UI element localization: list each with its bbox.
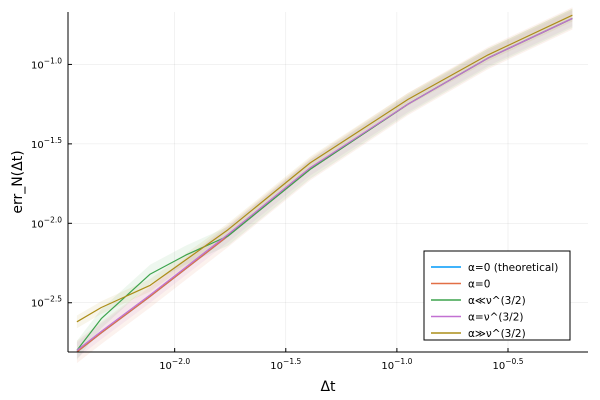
legend-label-4: α≫ν^(3/2)	[468, 328, 526, 340]
y-tick-label: 10−2.0	[31, 215, 62, 230]
x-tick-label: 10−2.0	[159, 357, 190, 372]
legend-box	[423, 250, 571, 341]
series-line-3	[76, 17, 573, 351]
series-lines	[76, 14, 573, 353]
series-band-2	[76, 8, 573, 360]
x-axis-label: Δt	[320, 379, 336, 395]
series-line-4	[76, 14, 573, 323]
x-tick-label: 10−1.0	[381, 357, 412, 372]
x-tick-label: 10−1.5	[270, 357, 301, 372]
y-axis-label: err_N(Δt)	[10, 150, 26, 213]
tick-labels: 10−2.0 10−1.5 10−1.0 10−0.5 10−1.0 10−1.5 10−2…	[31, 56, 524, 372]
series-band-1	[76, 7, 573, 364]
y-tick-label: 10−1.5	[31, 136, 62, 151]
x-tick-label: 10−0.5	[493, 357, 524, 372]
legend-label-2: α≪ν^(3/2)	[468, 295, 526, 307]
legend-label-1: α=0	[468, 279, 490, 291]
axes	[67, 12, 588, 353]
legend-label-0: α=0 (theoretical)	[468, 262, 558, 274]
y-tick-label: 10−1.0	[31, 56, 62, 71]
y-tick-label: 10−2.5	[31, 295, 62, 310]
legend-label-3: α=ν^(3/2)	[468, 312, 523, 324]
legend: α=0 (theoretical) α=0 α≪ν^(3/2) α=ν^(3/2) α≫…	[423, 250, 571, 341]
series-band-3	[76, 10, 573, 359]
